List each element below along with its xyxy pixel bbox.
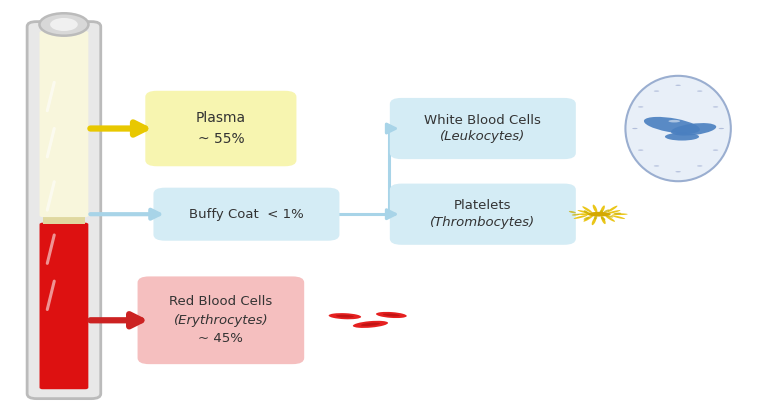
FancyBboxPatch shape: [153, 188, 339, 241]
Ellipse shape: [572, 214, 580, 216]
Ellipse shape: [644, 117, 700, 133]
FancyBboxPatch shape: [138, 277, 304, 364]
Ellipse shape: [601, 217, 605, 220]
Ellipse shape: [654, 165, 660, 166]
Ellipse shape: [625, 76, 731, 181]
Text: ~ 45%: ~ 45%: [198, 332, 243, 345]
FancyBboxPatch shape: [27, 22, 101, 399]
Ellipse shape: [50, 18, 78, 31]
Ellipse shape: [676, 85, 680, 86]
Ellipse shape: [376, 312, 407, 318]
Text: Buffy Coat  < 1%: Buffy Coat < 1%: [189, 208, 304, 221]
Ellipse shape: [584, 215, 594, 222]
Ellipse shape: [594, 215, 598, 220]
Text: Platelets: Platelets: [454, 200, 512, 213]
Ellipse shape: [611, 215, 625, 219]
Ellipse shape: [608, 206, 618, 212]
Ellipse shape: [601, 216, 606, 224]
Ellipse shape: [632, 128, 638, 129]
Text: (Leukocytes): (Leukocytes): [440, 130, 525, 143]
FancyBboxPatch shape: [43, 215, 85, 224]
Ellipse shape: [329, 313, 361, 319]
Ellipse shape: [697, 165, 702, 166]
Ellipse shape: [713, 106, 718, 108]
Text: Plasma: Plasma: [196, 111, 246, 125]
Ellipse shape: [654, 91, 660, 92]
Ellipse shape: [353, 321, 388, 328]
Ellipse shape: [612, 213, 628, 215]
Ellipse shape: [577, 210, 591, 214]
Text: Red Blood Cells: Red Blood Cells: [169, 295, 273, 308]
Ellipse shape: [587, 212, 611, 217]
Text: (Thrombocytes): (Thrombocytes): [430, 216, 536, 229]
Ellipse shape: [604, 209, 610, 213]
FancyBboxPatch shape: [40, 223, 88, 389]
Ellipse shape: [593, 204, 598, 213]
Ellipse shape: [676, 171, 680, 172]
FancyBboxPatch shape: [40, 31, 88, 217]
Ellipse shape: [600, 206, 604, 213]
Ellipse shape: [336, 315, 354, 317]
Ellipse shape: [574, 215, 587, 219]
Ellipse shape: [582, 206, 592, 213]
Ellipse shape: [606, 215, 613, 217]
Ellipse shape: [577, 213, 593, 215]
Ellipse shape: [383, 313, 400, 317]
Ellipse shape: [665, 133, 699, 140]
Ellipse shape: [584, 217, 590, 220]
Ellipse shape: [718, 128, 724, 129]
Ellipse shape: [605, 215, 615, 222]
Ellipse shape: [713, 149, 718, 151]
Ellipse shape: [606, 210, 621, 214]
FancyBboxPatch shape: [390, 184, 576, 245]
Ellipse shape: [697, 91, 702, 92]
Ellipse shape: [600, 210, 603, 214]
FancyBboxPatch shape: [390, 98, 576, 159]
Ellipse shape: [591, 217, 597, 225]
Ellipse shape: [668, 120, 680, 122]
Ellipse shape: [584, 210, 588, 214]
Ellipse shape: [569, 211, 576, 213]
Text: White Blood Cells: White Blood Cells: [425, 114, 541, 127]
Ellipse shape: [361, 323, 380, 326]
Text: ~ 55%: ~ 55%: [198, 132, 244, 146]
Ellipse shape: [638, 106, 643, 108]
Ellipse shape: [638, 149, 643, 151]
Ellipse shape: [671, 123, 716, 135]
Ellipse shape: [614, 213, 622, 215]
FancyBboxPatch shape: [145, 91, 296, 166]
Ellipse shape: [40, 13, 88, 36]
Text: (Erythrocytes): (Erythrocytes): [174, 314, 268, 327]
